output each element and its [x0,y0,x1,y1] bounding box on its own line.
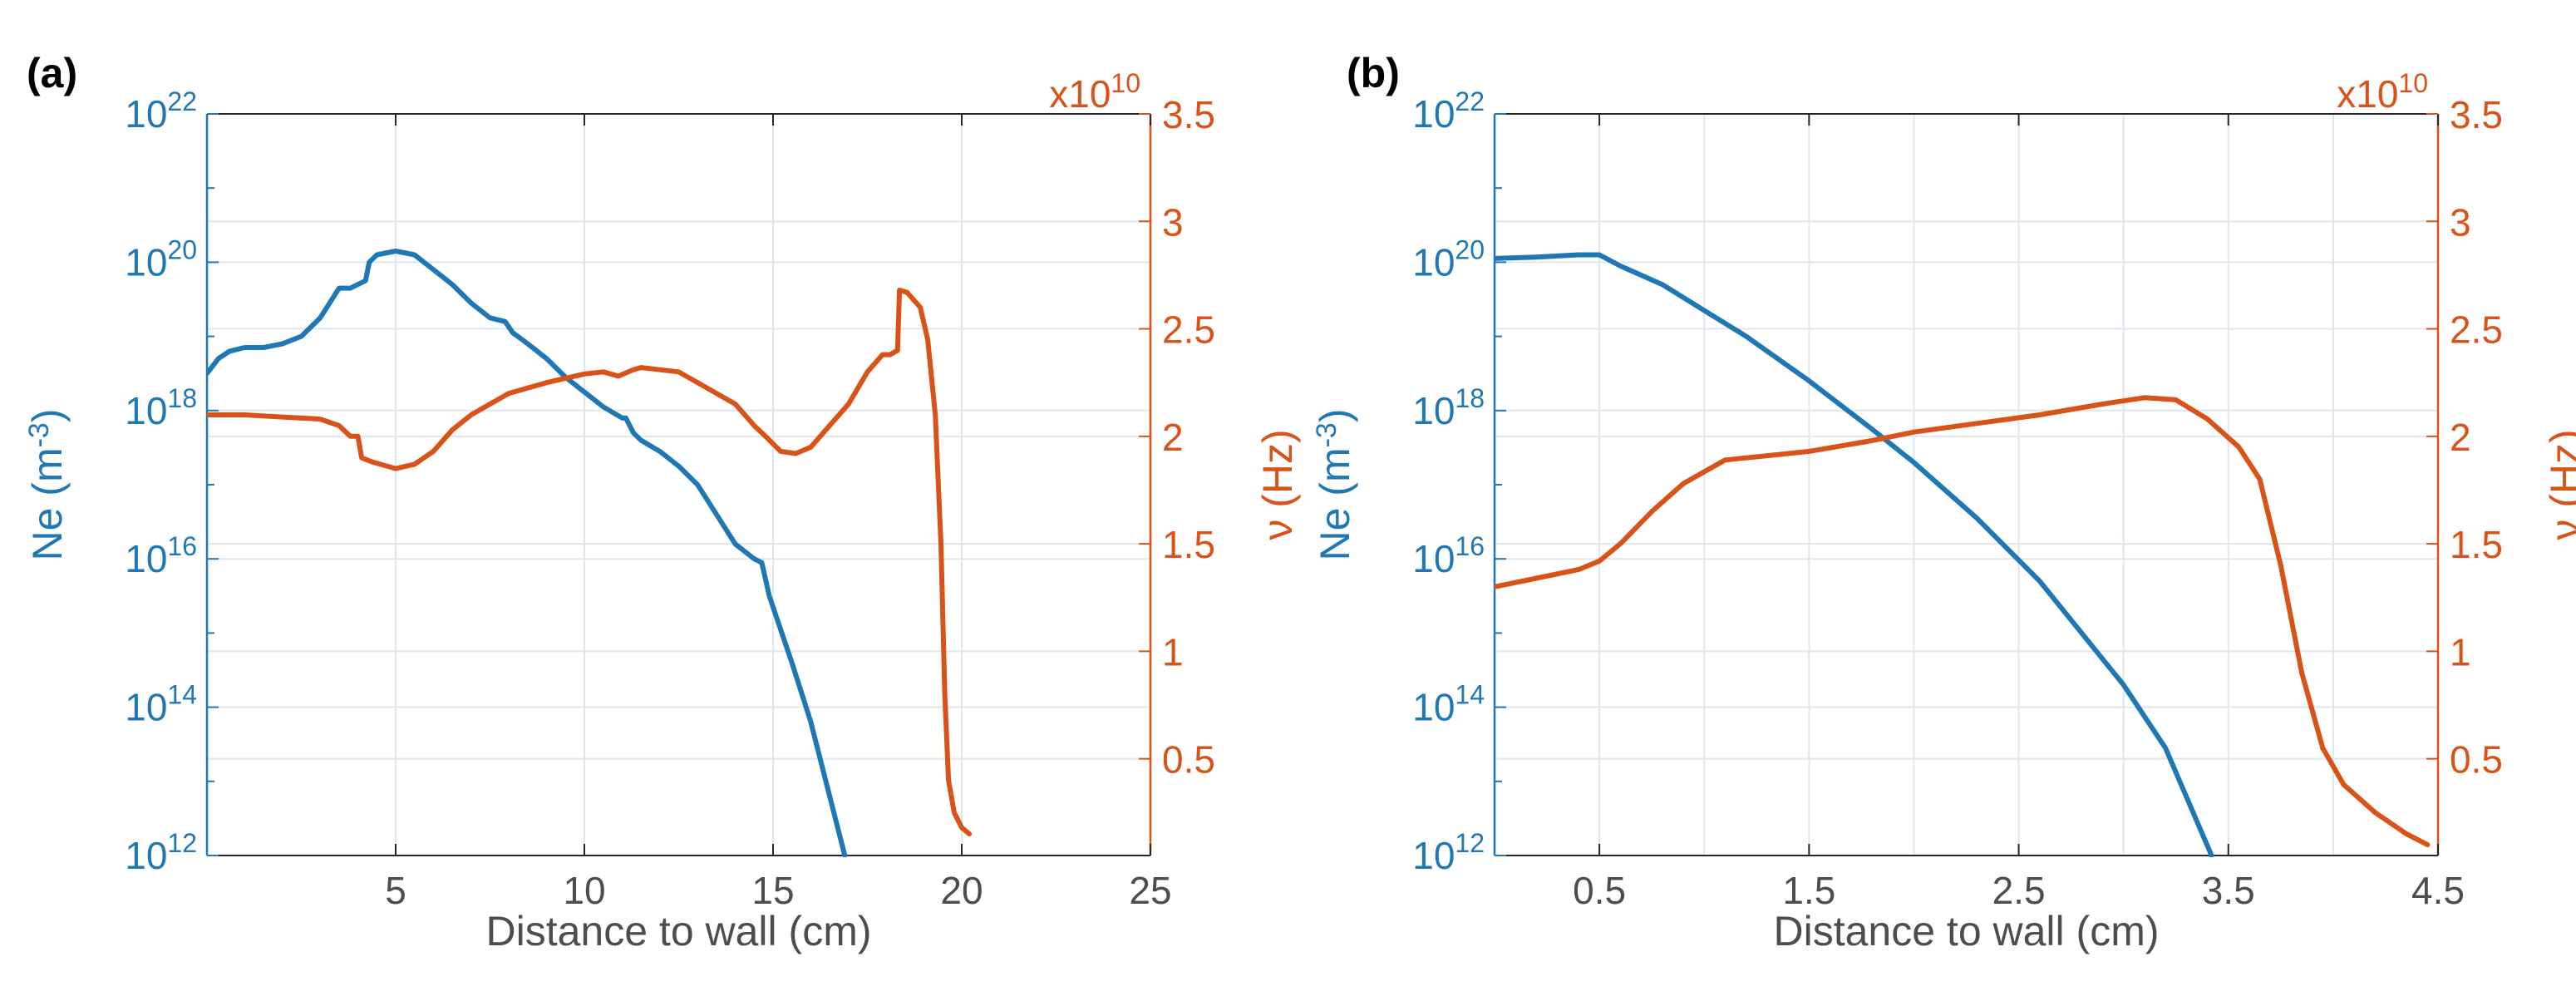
x-tick-label: 3.5 [2202,869,2255,912]
tick-base: 10 [1412,389,1455,432]
x-tick-label: 2.5 [1992,869,2046,912]
multiplier-exponent: 10 [2398,68,2428,98]
y-right-tick-label: 3.5 [1162,93,1215,136]
y-left-tick-label: 1020 [125,234,197,284]
y-left-label-end: ) [1312,409,1358,423]
y-right-tick-label: 2.5 [1162,308,1215,352]
tick-exponent: 14 [1455,680,1485,710]
tick-base: 10 [125,240,167,284]
ne-series-line [207,249,848,857]
panel-label: (a) [27,50,77,96]
y-right-tick-label: 3 [2450,200,2471,244]
y-right-axis-label: ν (Hz) [2542,429,2576,540]
y-right-tick-label: 1 [2450,630,2471,673]
y-left-tick-label: 1022 [1412,86,1485,136]
x-tick-label: 20 [940,869,983,912]
y-left-tick-label: 1020 [1412,234,1485,284]
x-tick-label: 0.5 [1573,869,1626,912]
multiplier-exponent: 10 [1111,68,1140,98]
tick-base: 10 [125,537,167,580]
y-left-label-sup: -3 [1311,422,1342,447]
tick-exponent: 18 [167,383,197,413]
nu-series-line [207,288,973,837]
grid [207,113,1151,856]
y-right-tick-label: 2.5 [2450,308,2503,352]
y-right-multiplier: x1010 [1049,68,1140,116]
y-right-tick-label: 0.5 [2450,738,2503,782]
y-right-axis-label: ν (Hz) [1254,429,1301,540]
nu-series-line [1495,395,2431,848]
tick-exponent: 16 [1455,531,1485,561]
tick-exponent: 22 [1455,86,1485,116]
y-left-tick-label: 1022 [125,86,197,136]
y-left-tick-label: 1018 [125,383,197,432]
tick-base: 10 [1412,834,1455,877]
tick-exponent: 20 [167,234,197,264]
tick-exponent: 18 [1455,383,1485,413]
y-left-tick-label: 1018 [1412,383,1485,432]
y-right-tick-label: 1 [1162,630,1184,673]
y-right-tick-label: 1.5 [2450,523,2503,566]
y-right-tick-label: 2 [1162,416,1184,459]
y-right-tick-label: 3 [1162,200,1184,244]
multiplier-prefix: x10 [2337,72,2398,116]
y-left-label-end: ) [24,409,71,423]
panel-label: (b) [1347,50,1400,96]
tick-base: 10 [1412,686,1455,729]
y-left-tick-label: 1016 [125,531,197,580]
y-left-tick-label: 1014 [1412,680,1485,729]
tick-base: 10 [1412,240,1455,284]
tick-base: 10 [1412,537,1455,580]
multiplier-prefix: x10 [1049,72,1111,116]
x-axis-label: Distance to wall (cm) [1774,908,2160,954]
y-right-tick-label: 1.5 [1162,523,1215,566]
x-tick-label: 15 [751,869,794,912]
tick-exponent: 20 [1455,234,1485,264]
y-right-tick-label: 0.5 [1162,738,1215,782]
x-tick-label: 10 [563,869,605,912]
tick-base: 10 [125,389,167,432]
tick-base: 10 [125,834,167,877]
tick-exponent: 16 [167,531,197,561]
y-right-tick-label: 3.5 [2450,93,2503,136]
y-left-label-main: Ne (m [24,447,71,560]
y-left-tick-label: 1016 [1412,531,1485,580]
y-right-tick-label: 2 [2450,416,2471,459]
y-left-tick-label: 1014 [125,680,197,729]
grid [1495,113,2439,856]
y-left-label-main: Ne (m [1312,447,1358,560]
tick-exponent: 22 [167,86,197,116]
y-left-label-sup: -3 [23,422,55,447]
x-tick-label: 25 [1129,869,1171,912]
y-right-multiplier: x1010 [2337,68,2428,116]
ne-series-line [1495,252,2214,857]
x-tick-label: 4.5 [2411,869,2465,912]
tick-base: 10 [125,686,167,729]
tick-exponent: 12 [1455,828,1485,858]
y-left-tick-label: 1012 [1412,828,1485,877]
x-axis-label: Distance to wall (cm) [486,908,872,954]
tick-base: 10 [125,92,167,136]
tick-base: 10 [1412,92,1455,136]
y-left-tick-label: 1012 [125,828,197,877]
tick-exponent: 14 [167,680,197,710]
tick-exponent: 12 [167,828,197,858]
x-tick-label: 1.5 [1782,869,1835,912]
x-tick-label: 5 [385,869,406,912]
y-left-axis-label: Ne (m-3) [1311,409,1358,561]
y-left-axis-label: Ne (m-3) [23,409,71,561]
